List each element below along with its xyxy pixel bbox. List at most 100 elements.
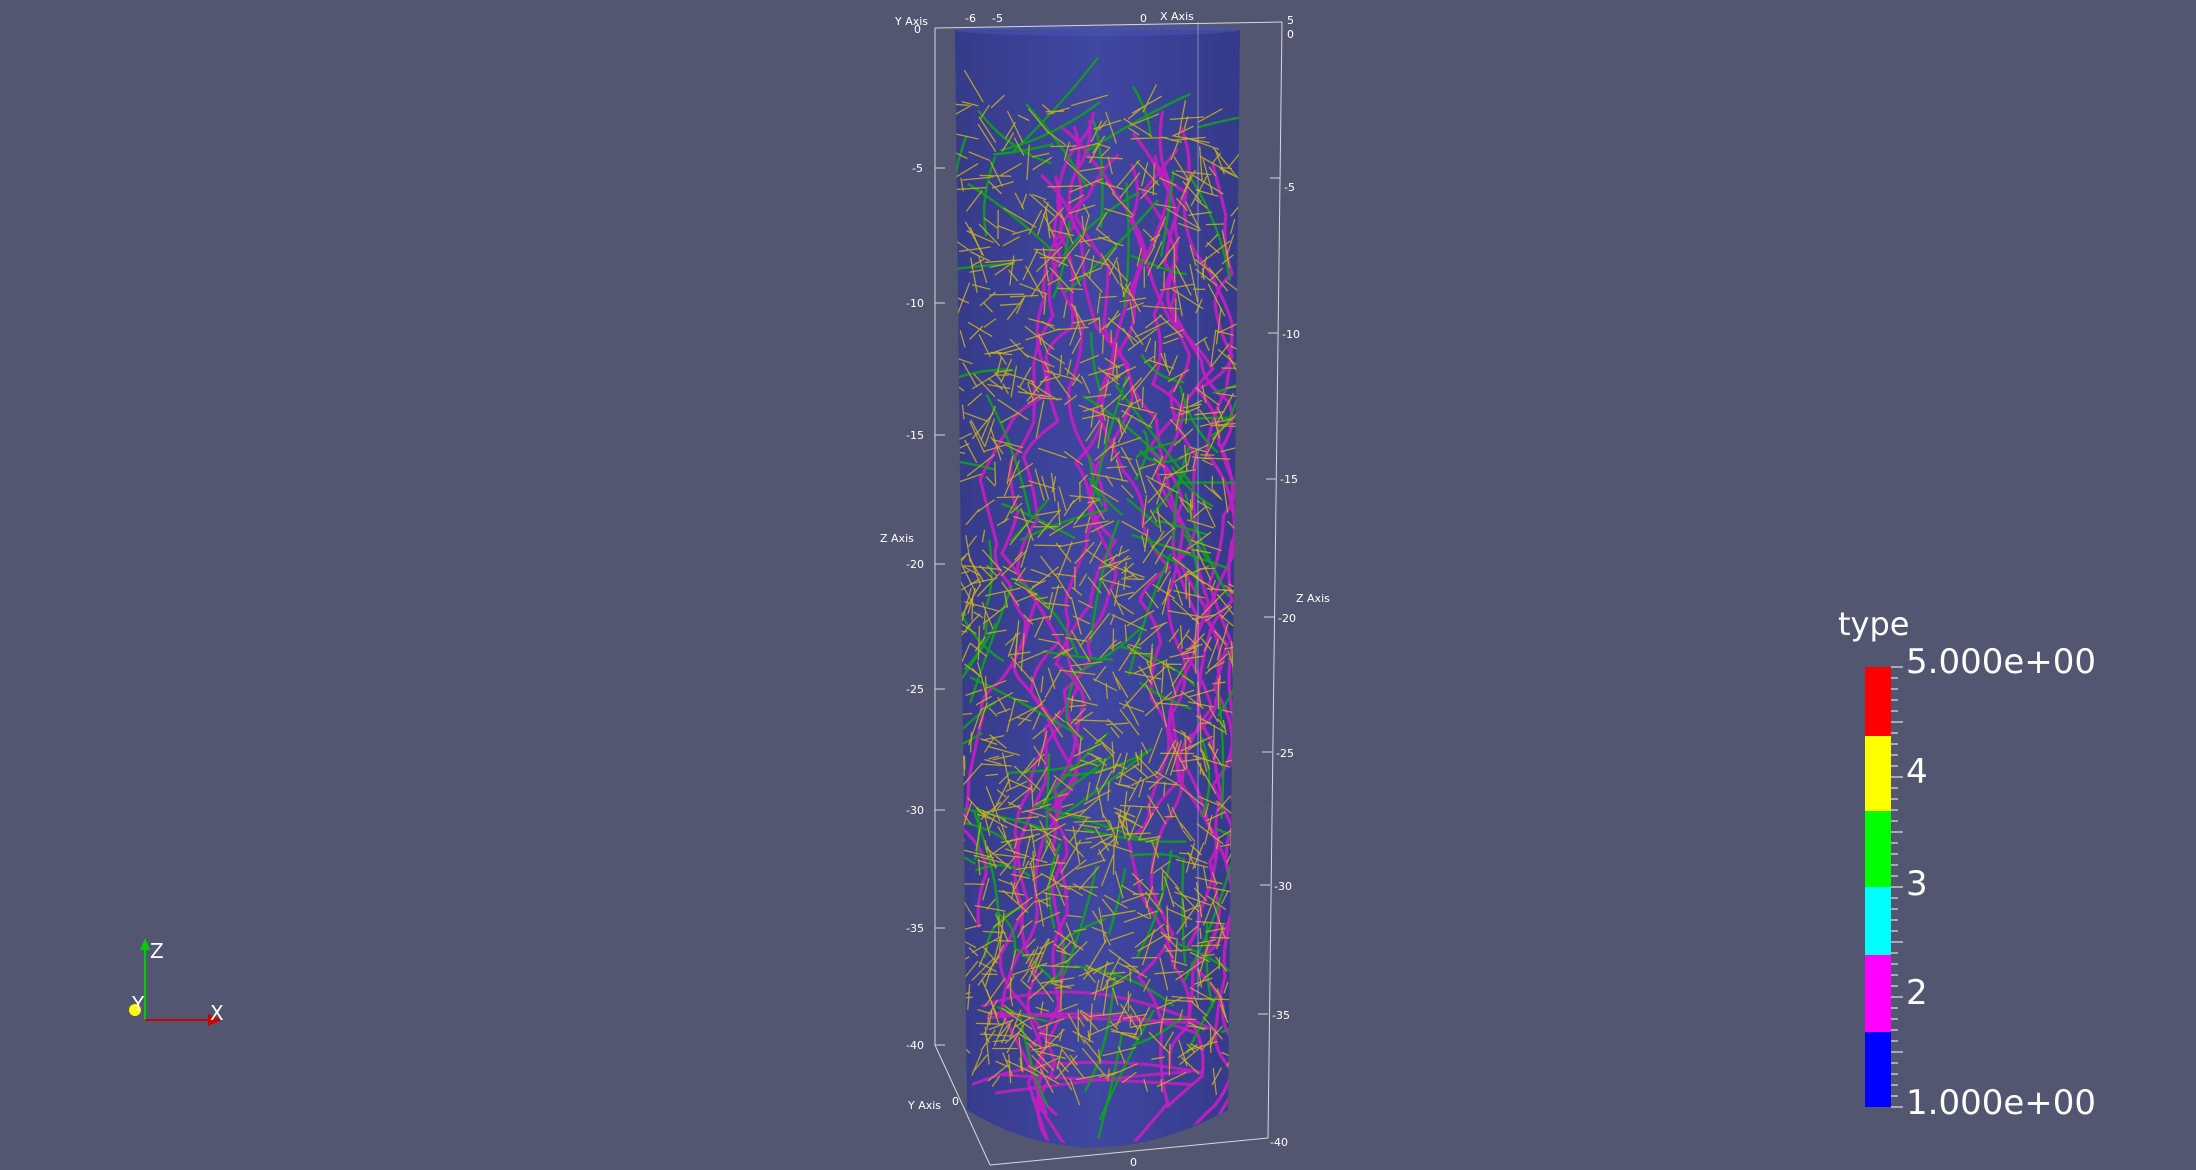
root-type-4 xyxy=(1187,851,1197,869)
root-type-4 xyxy=(964,412,988,422)
root-type-4 xyxy=(1016,757,1036,782)
root-type-4 xyxy=(1114,591,1134,598)
root-type-4 xyxy=(1011,962,1048,976)
root-type-4 xyxy=(1027,394,1043,404)
legend-band-5 xyxy=(1865,667,1891,736)
root-type-4 xyxy=(996,789,1007,798)
root-type-4 xyxy=(1047,131,1066,146)
root-type-4 xyxy=(1070,303,1086,328)
root-type-4 xyxy=(1156,1071,1187,1088)
root-type-3 xyxy=(1019,1016,1049,1107)
root-type-4 xyxy=(1110,726,1120,738)
root-type-4 xyxy=(970,257,978,293)
root-type-4 xyxy=(982,605,1007,624)
root-type-4 xyxy=(961,1009,965,1026)
root-type-4 xyxy=(1126,302,1144,311)
root-type-4 xyxy=(1191,614,1216,620)
root-type-4 xyxy=(1068,194,1084,204)
root-type-4 xyxy=(982,946,999,964)
root-type-4 xyxy=(1081,1047,1104,1074)
root-type-4 xyxy=(1120,1004,1139,1030)
root-type-4 xyxy=(1017,391,1051,398)
root-type-4 xyxy=(1061,1049,1085,1078)
root-type-4 xyxy=(994,260,1016,276)
root-type-4 xyxy=(1020,633,1025,672)
root-type-3 xyxy=(1126,498,1160,529)
root-type-4 xyxy=(988,181,1002,195)
root-type-4 xyxy=(1038,1032,1060,1038)
root-type-4 xyxy=(1216,988,1227,1018)
root-type-4 xyxy=(1159,283,1195,291)
root-type-4 xyxy=(1205,233,1219,248)
root-type-4 xyxy=(1033,745,1047,765)
root-type-4 xyxy=(1019,283,1048,295)
root-type-4 xyxy=(983,444,1007,452)
root-type-4 xyxy=(1059,354,1063,375)
root-type-4 xyxy=(1002,383,1009,395)
root-type-3 xyxy=(1215,827,1240,877)
right-z-tick-minus25: -25 xyxy=(1276,747,1294,760)
root-type-4 xyxy=(999,303,1020,306)
root-type-4 xyxy=(1202,1016,1223,1040)
color-legend[interactable]: type 5.000e+00 4 3 2 1.000e+00 xyxy=(1838,605,2096,1123)
legend-band-3 xyxy=(1865,811,1891,887)
root-type-4 xyxy=(1173,156,1190,181)
root-type-3 xyxy=(955,368,1014,390)
root-type-4 xyxy=(1189,951,1210,963)
root-type-4 xyxy=(1165,935,1178,940)
root-type-4 xyxy=(1160,236,1181,265)
root-type-4 xyxy=(961,404,965,420)
root-type-4 xyxy=(1143,1078,1148,1092)
root-type-4 xyxy=(1205,653,1229,675)
left-z-tick-minus10: -10 xyxy=(906,297,924,310)
root-type-4 xyxy=(1206,895,1227,911)
root-type-4 xyxy=(1015,1024,1037,1047)
root-type-4 xyxy=(1194,259,1219,278)
root-type-4 xyxy=(1000,358,1013,384)
root-type-4 xyxy=(1028,854,1036,866)
root-type-3 xyxy=(1088,477,1123,516)
legend-band-4 xyxy=(1865,736,1891,811)
root-type-4 xyxy=(1041,706,1063,738)
root-type-4 xyxy=(1118,771,1137,783)
root-type-4 xyxy=(1099,840,1133,853)
root-type-4 xyxy=(983,610,987,630)
root-type-4 xyxy=(1199,927,1202,940)
root-type-4 xyxy=(1178,1009,1184,1021)
root-type-4 xyxy=(1175,392,1185,431)
legend-label-4: 4 xyxy=(1906,752,1928,792)
root-type-4 xyxy=(1090,496,1105,521)
root-type-4 xyxy=(1025,328,1061,341)
root-type-3 xyxy=(1069,624,1144,677)
root-type-4 xyxy=(1199,146,1203,181)
root-type-4 xyxy=(1151,527,1175,548)
root-type-4 xyxy=(1099,555,1129,581)
root-type-4 xyxy=(995,914,1009,942)
root-type-4 xyxy=(1127,106,1143,120)
root-type-4 xyxy=(1047,667,1056,690)
root-type-4 xyxy=(1142,84,1157,113)
legend-title: type xyxy=(1838,605,1909,643)
root-type-4 xyxy=(1181,757,1205,763)
root-type-4 xyxy=(971,258,985,267)
root-type-4 xyxy=(1057,541,1073,578)
root-type-4 xyxy=(967,587,976,614)
root-type-4 xyxy=(1010,881,1020,904)
root-type-4 xyxy=(1039,375,1061,383)
root-type-4 xyxy=(1097,838,1116,855)
z-axis-label-left: Z Axis xyxy=(880,532,914,545)
root-type-4 xyxy=(1138,1018,1143,1035)
root-type-4 xyxy=(1111,192,1134,216)
root-type-4 xyxy=(1225,280,1240,305)
root-type-4 xyxy=(1021,920,1033,930)
root-type-4 xyxy=(1112,987,1119,1006)
root-type-4 xyxy=(1029,861,1038,899)
root-type-4 xyxy=(1122,327,1135,346)
root-type-4 xyxy=(1010,949,1017,971)
root-type-4 xyxy=(1145,780,1181,786)
root-type-4 xyxy=(1066,721,1083,740)
root-type-4 xyxy=(1021,193,1028,208)
root-type-4 xyxy=(1072,883,1098,897)
root-type-4 xyxy=(1014,1017,1031,1028)
